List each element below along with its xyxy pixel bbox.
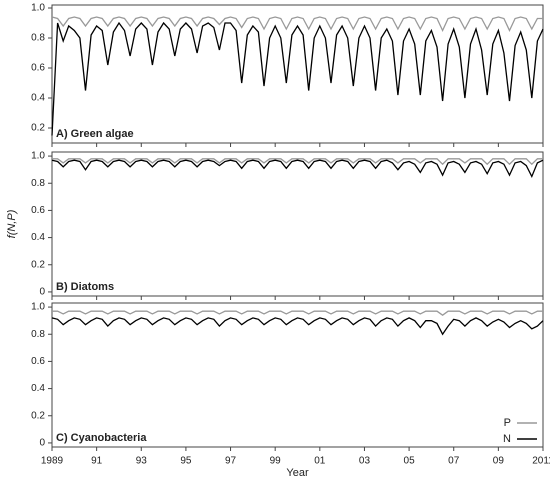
y-tick-label: 0.2 xyxy=(31,123,45,134)
x-tick-label: 99 xyxy=(270,456,282,467)
y-tick-label: 0.8 xyxy=(31,329,45,340)
series-line xyxy=(51,21,544,136)
y-tick-label: 1.0 xyxy=(31,302,45,313)
series-line xyxy=(52,158,543,166)
legend-label: N xyxy=(503,433,511,445)
y-tick-label: 0.4 xyxy=(31,383,45,394)
y-tick-label: 0 xyxy=(39,438,45,449)
panel-frame xyxy=(51,4,544,144)
x-tick-label: 01 xyxy=(314,456,326,467)
x-axis-label: Year xyxy=(286,467,309,479)
legend-label: P xyxy=(504,417,511,429)
y-tick-label: 0.6 xyxy=(31,205,45,216)
panel-label: C) Cyanobacteria xyxy=(56,432,147,444)
series-line xyxy=(51,317,544,336)
y-tick-label: 1.0 xyxy=(31,3,45,14)
y-tick-label: 0 xyxy=(39,287,45,298)
series-line xyxy=(52,310,543,317)
y-axis-label: f(N,P) xyxy=(6,209,18,238)
y-tick-label: 0.8 xyxy=(31,178,45,189)
y-tick-label: 0.4 xyxy=(31,93,45,104)
y-tick-label: 0.4 xyxy=(31,232,45,243)
y-tick-label: 0.6 xyxy=(31,356,45,367)
panel-label: B) Diatoms xyxy=(56,281,114,293)
x-tick-label: 05 xyxy=(404,456,416,467)
x-tick-label: 95 xyxy=(180,456,192,467)
y-tick-label: 0.6 xyxy=(31,63,45,74)
y-tick-label: 0.8 xyxy=(31,33,45,44)
y-tick-label: 0.2 xyxy=(31,259,45,270)
panel-frame xyxy=(51,151,544,297)
x-tick-label: 91 xyxy=(91,456,103,467)
x-tick-label: 09 xyxy=(493,456,505,467)
series-line xyxy=(51,159,544,179)
x-tick-label: 2011 xyxy=(532,456,550,467)
y-tick-label: 0.2 xyxy=(31,410,45,421)
x-tick-label: 07 xyxy=(448,456,460,467)
x-tick-label: 97 xyxy=(225,456,237,467)
x-tick-label: 93 xyxy=(136,456,148,467)
y-tick-label: 1.0 xyxy=(31,151,45,162)
series-line xyxy=(51,16,543,33)
x-tick-label: 03 xyxy=(359,456,371,467)
panel-frame xyxy=(51,302,544,448)
x-tick-label: 1989 xyxy=(41,456,64,467)
panel-label: A) Green algae xyxy=(56,128,134,140)
